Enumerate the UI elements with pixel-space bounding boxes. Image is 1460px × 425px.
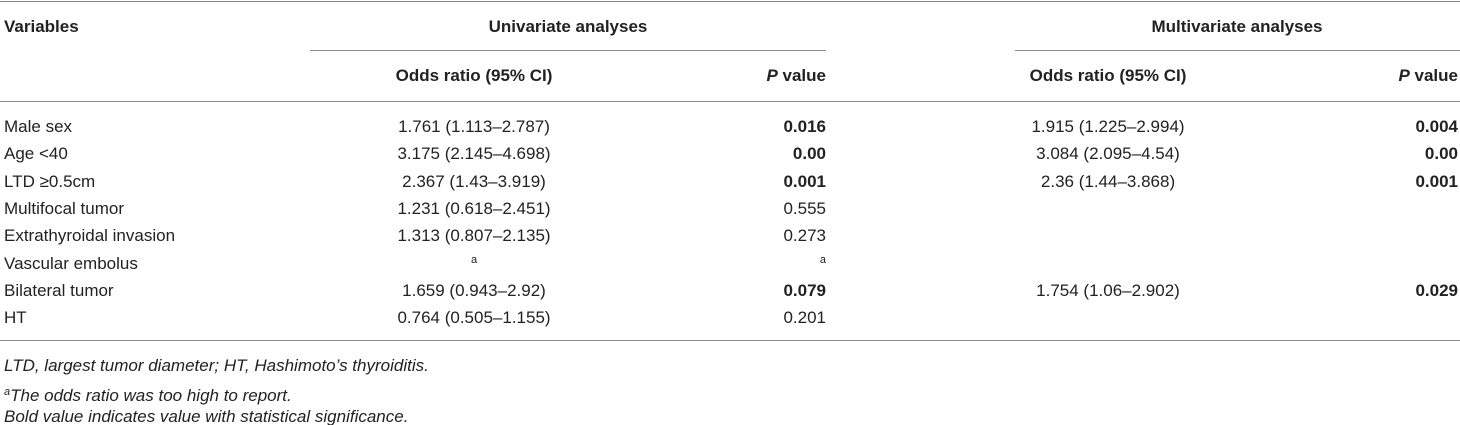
cell-text: Odds ratio (95% CI) bbox=[1029, 66, 1187, 85]
footnote: aThe odds ratio was too high to report. bbox=[4, 382, 292, 406]
cell-text: 2.36 (1.44–3.868) bbox=[1040, 171, 1176, 191]
cell-text: 0.079 bbox=[783, 280, 826, 300]
table-cell: 0.00 bbox=[793, 144, 826, 164]
cell-text: Bold value indicates value with statisti… bbox=[4, 407, 409, 425]
cell-text: 0.004 bbox=[1415, 117, 1458, 136]
superscript: a bbox=[4, 385, 11, 398]
cell-text: Male sex bbox=[4, 117, 73, 136]
cell-text: Bilateral tumor bbox=[4, 280, 114, 300]
table-cell: 1.313 (0.807–2.135) bbox=[397, 226, 550, 246]
table-cell: 0.001 bbox=[783, 172, 826, 192]
table-cell: 3.175 (2.145–4.698) bbox=[397, 144, 550, 164]
cell-text: 3.175 (2.145–4.698) bbox=[397, 144, 551, 164]
table-cell: 0.273 bbox=[783, 226, 826, 246]
table-cell: 0.016 bbox=[783, 117, 826, 137]
row-label: Age <40 bbox=[4, 144, 68, 164]
cell-text: 0.001 bbox=[783, 171, 826, 191]
row-label: HT bbox=[4, 308, 27, 328]
table-cell: 1.231 (0.618–2.451) bbox=[397, 199, 550, 219]
table-cell: 0.555 bbox=[783, 199, 826, 219]
table-cell: 1.915 (1.225–2.994) bbox=[1031, 117, 1184, 137]
cell-text: 1.761 (1.113–2.787) bbox=[398, 117, 550, 136]
row-label: Extrathyroidal invasion bbox=[4, 226, 175, 246]
cell-text: 3.084 (2.095–4.54) bbox=[1036, 144, 1180, 164]
row-label: LTD ≥0.5cm bbox=[4, 172, 95, 192]
group-rule bbox=[310, 50, 826, 51]
row-label: Multifocal tumor bbox=[4, 199, 124, 219]
column-header: P value bbox=[766, 66, 826, 86]
header-univariate: Univariate analyses bbox=[488, 17, 648, 36]
cell-text: 0.001 bbox=[1415, 171, 1458, 191]
cell-text: value bbox=[782, 66, 826, 85]
header-variables: Variables bbox=[4, 17, 79, 36]
footnote: LTD, largest tumor diameter; HT, Hashimo… bbox=[4, 356, 429, 376]
cell-text: 0.016 bbox=[783, 117, 826, 136]
table-cell: 1.761 (1.113–2.787) bbox=[398, 117, 550, 137]
cell-text: 1.313 (0.807–2.135) bbox=[397, 226, 551, 246]
italic-symbol: P bbox=[766, 66, 778, 85]
cell-text: 0.555 bbox=[783, 198, 826, 218]
cell-text: 0.764 (0.505–1.155) bbox=[397, 308, 551, 328]
cell-text: 1.754 (1.06–2.902) bbox=[1036, 280, 1180, 300]
cell-text: LTD ≥0.5cm bbox=[4, 171, 96, 191]
table-cell: 0.201 bbox=[783, 308, 826, 328]
row-label: Bilateral tumor bbox=[4, 281, 114, 301]
column-header: P value bbox=[1398, 66, 1458, 86]
table-cell: 0.029 bbox=[1415, 281, 1458, 301]
bottom-rule bbox=[0, 340, 1460, 341]
cell-text: Age <40 bbox=[4, 144, 68, 164]
table-cell: 0.00 bbox=[1425, 144, 1458, 164]
cell-text: HT bbox=[4, 308, 27, 328]
table-cell: 0.764 (0.505–1.155) bbox=[397, 308, 550, 328]
cell-text: 1.231 (0.618–2.451) bbox=[397, 198, 551, 218]
italic-symbol: P bbox=[1398, 66, 1410, 85]
superscript: a bbox=[819, 253, 826, 266]
cell-text: LTD, largest tumor diameter; HT, Hashimo… bbox=[4, 356, 429, 375]
cell-text: value bbox=[1414, 66, 1458, 85]
superscript: a bbox=[470, 253, 478, 266]
row-label: Vascular embolus bbox=[4, 254, 138, 274]
table-cell: 2.36 (1.44–3.868) bbox=[1041, 172, 1175, 192]
table-cell: 3.084 (2.095–4.54) bbox=[1036, 144, 1180, 164]
column-header: Odds ratio (95% CI) bbox=[396, 66, 553, 86]
top-rule bbox=[0, 1, 1460, 2]
footnote: Bold value indicates value with statisti… bbox=[4, 407, 408, 425]
table-cell: 2.367 (1.43–3.919) bbox=[402, 172, 546, 192]
table-cell: a bbox=[820, 250, 826, 274]
table-cell: 0.004 bbox=[1415, 117, 1458, 137]
row-label: Male sex bbox=[4, 117, 72, 137]
cell-text: 1.915 (1.225–2.994) bbox=[1031, 117, 1185, 136]
cell-text: 2.367 (1.43–3.919) bbox=[402, 171, 546, 191]
table-cell: 1.754 (1.06–2.902) bbox=[1036, 281, 1180, 301]
cell-text: 0.273 bbox=[783, 226, 826, 246]
cell-text: Vascular embolus bbox=[4, 253, 138, 273]
header-multivariate: Multivariate analyses bbox=[1151, 17, 1323, 36]
cell-text: Extrathyroidal invasion bbox=[4, 226, 176, 246]
cell-text: 0.00 bbox=[792, 144, 826, 164]
cell-text: 1.659 (0.943–2.92) bbox=[402, 280, 546, 300]
cell-text: The odds ratio was too high to report. bbox=[10, 385, 292, 405]
table-cell: 0.001 bbox=[1415, 172, 1458, 192]
cell-text: Odds ratio (95% CI) bbox=[395, 66, 553, 85]
cell-text: 0.00 bbox=[1424, 144, 1458, 164]
group-rule bbox=[1015, 50, 1460, 51]
cell-text: 0.029 bbox=[1415, 280, 1458, 300]
table-cell: a bbox=[471, 250, 477, 274]
header-rule bbox=[0, 101, 1460, 102]
cell-text: 0.201 bbox=[783, 308, 826, 328]
table-cell: 0.079 bbox=[783, 281, 826, 301]
table-cell: 1.659 (0.943–2.92) bbox=[402, 281, 546, 301]
column-header: Odds ratio (95% CI) bbox=[1030, 66, 1187, 86]
cell-text: Multifocal tumor bbox=[4, 198, 124, 218]
